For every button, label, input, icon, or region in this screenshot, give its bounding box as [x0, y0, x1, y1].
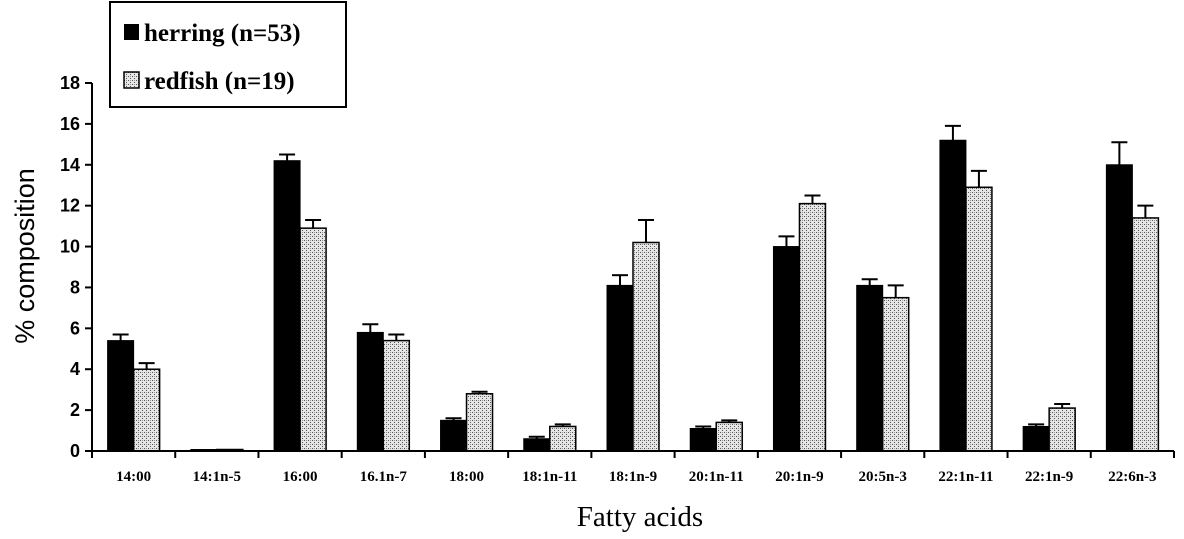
bar-herring-5: [523, 438, 551, 452]
y-tick-label: 16: [60, 114, 80, 134]
bar-herring-0: [107, 340, 135, 452]
bar-redfish-10: [965, 186, 993, 452]
bar-herring-3: [356, 331, 384, 452]
x-tick-label: 20:1n-11: [689, 469, 744, 485]
y-tick-label: 12: [60, 196, 80, 216]
bar-herring-2: [273, 160, 301, 452]
bar-redfish-8: [798, 202, 827, 452]
bar-herring-10: [939, 139, 967, 452]
x-tick-label: 22:1n-11: [938, 469, 993, 485]
bars: [107, 139, 1160, 452]
x-tick-label: 14:00: [116, 469, 151, 485]
legend-label-herring: herring (n=53): [144, 20, 301, 47]
bar-herring-9: [856, 284, 884, 452]
x-axis-tick-labels: 14:00 14:1n-5 16:00 16.1n-7 18:00 18:1n-11 18:…: [91, 451, 1175, 485]
bar-herring-4: [440, 419, 468, 452]
y-tick-label: 10: [60, 237, 80, 257]
error-bars: [112, 124, 1154, 439]
bar-herring-6: [606, 284, 634, 452]
bar-redfish-11: [1048, 407, 1076, 452]
y-tick-label: 4: [70, 359, 80, 379]
y-tick-label: 18: [60, 73, 80, 93]
legend-swatch-herring: [124, 24, 139, 40]
legend-box: [109, 1, 347, 108]
legend-swatch-redfish: [123, 71, 140, 89]
y-tick-label: 2: [70, 400, 80, 420]
axes: [91, 83, 1174, 452]
x-tick-label: 20:1n-9: [775, 469, 823, 485]
y-tick-label: 14: [60, 155, 80, 175]
bar-herring-12: [1105, 164, 1133, 452]
bar-herring-7: [689, 428, 717, 452]
x-tick-label: 18:00: [449, 469, 484, 485]
y-axis-ticks: 0 2 4 6 8 10 12 14 16 18: [60, 73, 92, 461]
x-tick-label: 18:1n-11: [522, 469, 577, 485]
x-tick-label: 16:00: [283, 469, 318, 485]
bar-herring-11: [1022, 425, 1050, 452]
y-axis-title: % composition: [10, 168, 40, 344]
x-tick-label: 22:6n-3: [1108, 469, 1156, 485]
bar-redfish-3: [382, 339, 411, 452]
x-tick-label: 20:5n-3: [859, 469, 907, 485]
bar-redfish-5: [549, 425, 577, 452]
legend-label-redfish: redfish (n=19): [144, 68, 295, 95]
x-tick-label: 16.1n-7: [360, 469, 408, 485]
x-tick-label: 18:1n-9: [609, 469, 657, 485]
bar-herring-8: [772, 246, 800, 452]
bar-redfish-0: [132, 368, 161, 452]
bar-redfish-2: [299, 227, 327, 452]
x-tick-label: 22:1n-9: [1025, 469, 1073, 485]
bar-redfish-4: [465, 393, 494, 452]
y-tick-label: 8: [70, 277, 80, 297]
bar-redfish-7: [715, 421, 743, 452]
bar-redfish-12: [1131, 217, 1160, 452]
legend: herring (n=53) redfish (n=19): [109, 1, 347, 108]
x-tick-label: 14:1n-5: [193, 469, 241, 485]
y-tick-label: 0: [70, 441, 80, 461]
y-tick-label: 6: [70, 318, 80, 338]
bar-redfish-6: [632, 241, 660, 452]
bar-redfish-9: [881, 296, 910, 452]
x-axis-title: Fatty acids: [577, 501, 703, 533]
